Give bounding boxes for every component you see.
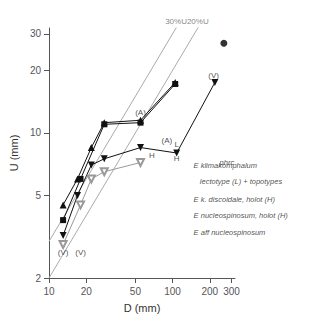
svg-text:30: 30 xyxy=(30,28,42,39)
svg-text:(A): (A) xyxy=(135,108,146,117)
svg-text:10: 10 xyxy=(30,127,42,138)
svg-text:E aff nucleospinosum: E aff nucleospinosum xyxy=(194,228,266,237)
svg-text:(V): (V) xyxy=(75,248,86,257)
svg-text:30%U: 30%U xyxy=(165,17,187,26)
svg-text:2: 2 xyxy=(35,273,41,284)
svg-text:E k. discoidale, holot (H): E k. discoidale, holot (H) xyxy=(194,195,276,204)
svg-text:200: 200 xyxy=(201,286,218,297)
svg-text:5: 5 xyxy=(35,190,41,201)
svg-text:10: 10 xyxy=(43,286,55,297)
svg-text:20%U: 20%U xyxy=(187,17,209,26)
svg-text:20: 20 xyxy=(30,65,42,76)
svg-text:E klimakomphalum: E klimakomphalum xyxy=(194,161,257,170)
svg-text:U (mm): U (mm) xyxy=(8,135,20,172)
svg-text:E nucleospinosum, holot (H): E nucleospinosum, holot (H) xyxy=(194,211,289,220)
svg-text:300: 300 xyxy=(223,286,240,297)
svg-text:20: 20 xyxy=(81,286,93,297)
svg-text:(V): (V) xyxy=(58,248,69,257)
svg-text:D (mm): D (mm) xyxy=(124,302,161,314)
svg-text:100: 100 xyxy=(164,286,181,297)
svg-text:H: H xyxy=(149,151,155,160)
svg-text:(A): (A) xyxy=(162,136,173,145)
svg-text:lectotype (L) + topotypes: lectotype (L) + topotypes xyxy=(194,177,283,186)
svg-text:(V): (V) xyxy=(208,71,219,80)
svg-text:H: H xyxy=(174,154,180,163)
svg-text:L: L xyxy=(174,140,179,149)
svg-text:50: 50 xyxy=(130,286,142,297)
